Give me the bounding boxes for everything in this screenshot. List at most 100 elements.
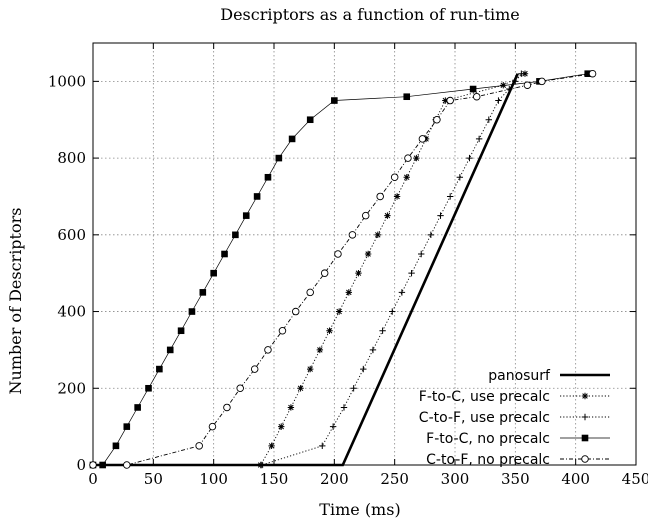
data-point-2-11 bbox=[408, 269, 415, 277]
data-point-4-2 bbox=[195, 442, 203, 450]
legend-marker-3 bbox=[581, 434, 589, 442]
data-point-4-7 bbox=[264, 346, 272, 354]
data-point-2-15 bbox=[446, 193, 454, 200]
data-point-3-6 bbox=[156, 365, 163, 373]
data-point-2-19 bbox=[485, 116, 492, 123]
data-point-4-12 bbox=[334, 250, 342, 258]
x-tick-label-350: 350 bbox=[501, 470, 530, 488]
data-point-4-17 bbox=[404, 154, 412, 162]
chart-title: Descriptors as a function of run-time bbox=[220, 5, 520, 24]
data-point-1-7 bbox=[316, 346, 324, 354]
x-tick-label-250: 250 bbox=[380, 470, 409, 488]
data-point-4-1 bbox=[123, 461, 131, 469]
data-point-3-2 bbox=[112, 442, 120, 450]
data-point-1-6 bbox=[307, 365, 314, 373]
data-point-1-8 bbox=[326, 327, 333, 334]
data-point-3-15 bbox=[253, 193, 261, 200]
y-tick-label-800: 800 bbox=[57, 149, 86, 167]
data-point-1-2 bbox=[268, 442, 275, 450]
data-point-4-19 bbox=[433, 115, 441, 124]
x-tick-label-50: 50 bbox=[144, 470, 163, 488]
data-point-2-18 bbox=[475, 135, 483, 143]
series-line-3 bbox=[93, 73, 588, 466]
legend-label-0: panosurf bbox=[488, 368, 551, 384]
data-point-1-3 bbox=[278, 423, 285, 430]
data-point-3-14 bbox=[242, 212, 250, 219]
data-point-3-8 bbox=[177, 327, 185, 335]
data-point-2-22 bbox=[512, 78, 519, 85]
data-point-3-24 bbox=[584, 70, 592, 77]
data-point-2-16 bbox=[456, 174, 464, 181]
axes bbox=[92, 42, 637, 466]
data-point-1-22 bbox=[521, 70, 529, 77]
grid-lines bbox=[93, 43, 636, 465]
data-point-3-10 bbox=[199, 289, 207, 296]
legend-label-4: C-to-F, no precalc bbox=[426, 452, 550, 468]
data-point-2-23 bbox=[518, 70, 525, 77]
data-point-2-20 bbox=[495, 97, 502, 104]
data-point-1-4 bbox=[287, 404, 295, 411]
data-point-4-15 bbox=[376, 192, 384, 201]
series-3 bbox=[89, 70, 592, 469]
data-point-1-9 bbox=[335, 308, 343, 315]
data-point-3-18 bbox=[288, 135, 296, 143]
data-point-3-19 bbox=[306, 116, 314, 124]
series-2 bbox=[89, 70, 525, 469]
data-point-1-16 bbox=[403, 174, 410, 181]
series-1 bbox=[89, 70, 529, 469]
y-tick-label-200: 200 bbox=[57, 379, 86, 397]
data-point-3-20 bbox=[331, 97, 338, 104]
data-point-2-3 bbox=[329, 423, 337, 430]
data-point-4-6 bbox=[250, 365, 259, 373]
series-line-0 bbox=[93, 73, 519, 467]
data-point-2-14 bbox=[437, 212, 444, 219]
series-line-1 bbox=[93, 73, 526, 466]
data-point-2-4 bbox=[340, 404, 348, 411]
data-point-1-5 bbox=[297, 385, 304, 392]
series-line-2 bbox=[93, 73, 522, 466]
data-point-4-13 bbox=[348, 231, 357, 239]
data-point-1-11 bbox=[355, 269, 362, 277]
data-point-4-0 bbox=[89, 461, 97, 469]
data-point-3-16 bbox=[264, 173, 272, 181]
data-point-2-1 bbox=[258, 461, 266, 469]
x-tick-label-0: 0 bbox=[88, 470, 98, 488]
tick-labels: 0 50 100 150 200 250 300 350 400 450 0 200 400 600 800… bbox=[48, 72, 648, 488]
y-tick-label-1000: 1000 bbox=[48, 72, 86, 90]
data-point-3-9 bbox=[188, 308, 196, 315]
legend: panosurf F-to-C, use precalc C-to-F, use p… bbox=[419, 368, 610, 468]
plot-frame bbox=[92, 42, 637, 466]
data-point-2-12 bbox=[418, 250, 425, 258]
data-point-2-2 bbox=[319, 442, 326, 450]
data-point-3-12 bbox=[221, 250, 228, 258]
data-point-3-7 bbox=[166, 346, 174, 354]
data-point-4-24 bbox=[588, 69, 597, 78]
data-point-1-14 bbox=[384, 212, 391, 219]
data-point-2-8 bbox=[379, 327, 386, 334]
legend-label-3: F-to-C, no precalc bbox=[426, 431, 550, 447]
data-point-1-13 bbox=[374, 231, 381, 239]
data-point-1-10 bbox=[345, 289, 353, 296]
data-point-4-22 bbox=[523, 81, 532, 89]
data-point-3-3 bbox=[123, 423, 131, 430]
data-point-4-16 bbox=[390, 173, 399, 182]
x-tick-label-150: 150 bbox=[260, 470, 289, 488]
data-point-4-8 bbox=[278, 326, 287, 335]
data-point-3-4 bbox=[134, 404, 141, 411]
data-point-2-10 bbox=[398, 289, 406, 296]
data-point-1-15 bbox=[393, 193, 401, 200]
legend-label-2: C-to-F, use precalc bbox=[419, 410, 550, 426]
x-axis-label: Time (ms) bbox=[319, 500, 400, 519]
y-tick-label-600: 600 bbox=[57, 226, 86, 244]
data-point-4-11 bbox=[320, 269, 329, 277]
data-point-3-17 bbox=[275, 154, 283, 162]
data-point-4-10 bbox=[306, 288, 314, 297]
data-point-1-20 bbox=[442, 97, 449, 104]
data-point-4-5 bbox=[236, 384, 244, 393]
y-axis-label: Number of Descriptors bbox=[6, 208, 25, 395]
legend-label-1: F-to-C, use precalc bbox=[419, 389, 550, 405]
data-point-1-17 bbox=[413, 154, 420, 162]
data-point-1-12 bbox=[364, 250, 372, 258]
data-point-4-21 bbox=[472, 92, 481, 101]
